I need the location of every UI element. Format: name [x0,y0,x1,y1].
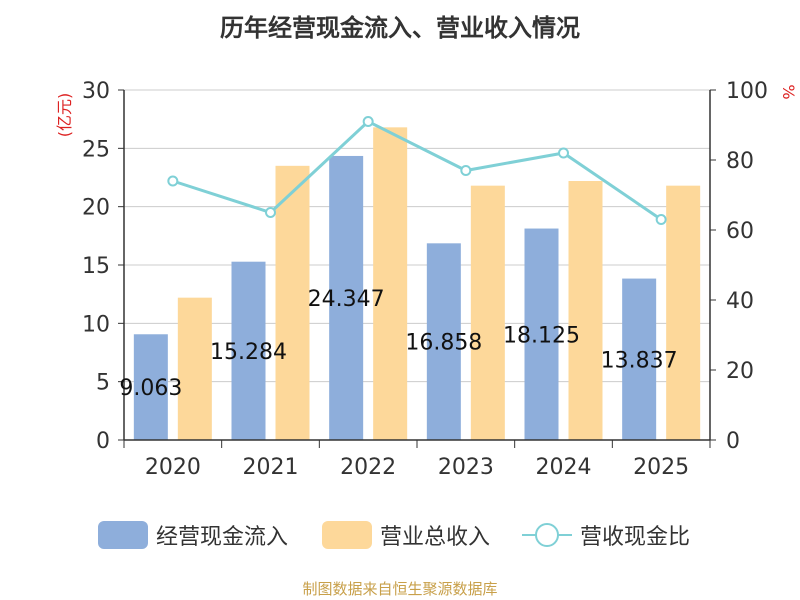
bar-cash-inflow [231,261,266,440]
legend-swatch-ratio [522,521,572,549]
bar-data-label: 24.347 [308,287,385,312]
bar-revenue [275,165,310,441]
left-tick-label: 30 [82,79,110,104]
left-tick-label: 5 [96,371,110,396]
bar-cash-inflow [524,228,559,440]
x-tick-label: 2025 [633,455,689,480]
source-footer: 制图数据来自恒生聚源数据库 [302,580,498,598]
right-tick-label: 60 [726,219,754,244]
legend: 经营现金流入 营业总收入 营收现金比 [0,515,800,555]
right-tick-label: 80 [726,149,754,174]
bar-cash-inflow [622,278,657,440]
left-tick-label: 10 [82,312,110,337]
x-tick-label: 2020 [145,455,201,480]
legend-item-revenue[interactable]: 营业总收入 [322,515,490,555]
ratio-line [172,119,663,221]
left-tick-label: 0 [96,429,110,454]
left-axis-unit: (亿元) [55,93,74,138]
right-tick-label: 0 [726,429,740,454]
bar-revenue [666,185,701,440]
bar-revenue [177,297,212,440]
chart-title: 历年经营现金流入、营业收入情况 [220,14,580,42]
left-tick-label: 15 [82,254,110,279]
ratio-point [655,214,667,225]
legend-swatch-revenue [322,521,372,549]
right-tick-label: 100 [726,79,768,104]
legend-item-ratio[interactable]: 营收现金比 [522,515,690,555]
legend-label-revenue: 营业总收入 [380,525,491,550]
left-tick-label: 25 [82,137,110,162]
x-tick-label: 2024 [536,455,592,480]
x-tick-label: 2023 [438,455,494,480]
left-tick-label: 20 [82,196,110,221]
ratio-point [265,207,276,218]
ratio-point [362,116,374,127]
bar-revenue [373,127,408,440]
bar-cash-inflow [329,155,364,440]
right-tick-label: 20 [726,359,754,384]
bar-data-label: 15.284 [210,340,287,365]
legend-label-ratio: 营收现金比 [580,525,691,550]
ratio-point [558,147,569,159]
bar-data-label: 16.858 [405,331,482,356]
bar-data-label: 18.125 [503,323,580,348]
ratio-point [167,175,179,187]
legend-swatch-cash-inflow [98,521,148,549]
x-tick-label: 2022 [340,455,396,480]
right-axis-unit: % [779,84,798,99]
right-tick-label: 40 [726,289,754,314]
bar-data-label: 13.837 [601,348,678,373]
bar-revenue [470,185,505,440]
legend-label-cash-inflow: 经营现金流入 [156,525,289,550]
ratio-point [460,165,472,176]
bar-cash-inflow [133,334,168,440]
bar-cash-inflow [426,243,461,440]
bar-revenue [568,181,603,440]
bar-data-label: 9.063 [119,376,182,401]
legend-item-cash-inflow[interactable]: 经营现金流入 [98,515,288,555]
x-tick-label: 2021 [243,455,299,480]
